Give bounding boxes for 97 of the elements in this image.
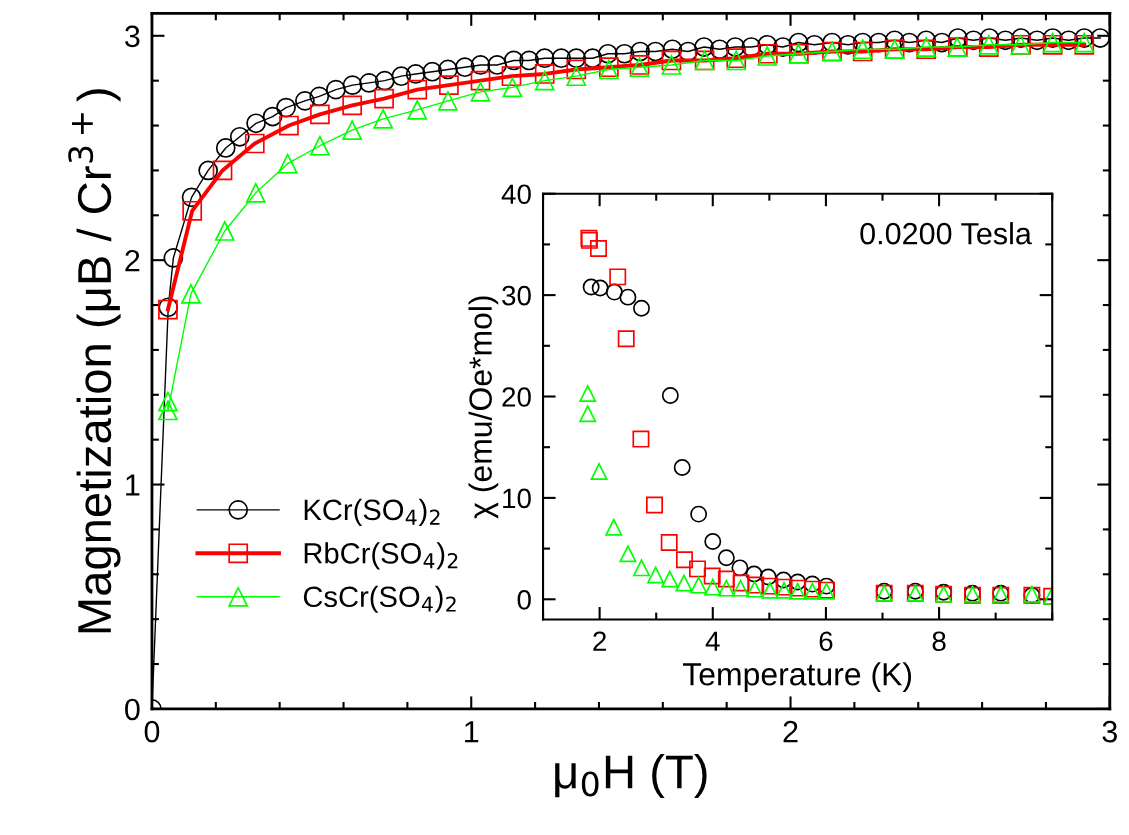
point [746,580,764,598]
point [745,565,763,583]
point [619,545,637,563]
point [534,70,555,91]
point [761,577,779,595]
point [438,91,458,111]
point [590,463,608,481]
point [566,59,587,80]
point [158,400,178,421]
point [310,135,330,156]
point [732,574,750,592]
point [373,108,393,129]
point [619,288,637,306]
point [661,55,682,75]
point [244,133,265,154]
y-tick-label: 40 [501,184,531,205]
point [158,391,178,412]
point [647,566,665,584]
legend-label: CsCr(SO$_{4}$)$_{2}$ [303,585,456,613]
point [590,239,607,257]
x-axis-title: μ$_{0}$H (T) [555,754,707,799]
point [182,200,203,221]
point [717,549,735,567]
point [605,283,623,301]
point [582,278,600,296]
point [501,66,522,87]
y-tick-label: 20 [502,387,531,407]
point [470,70,491,91]
point [470,82,491,102]
x-tick-label: 3 [1102,720,1117,743]
point [759,568,777,586]
y-axis-title: χ (emu/Oe*mol) [468,296,499,519]
x-tick-label: 6 [819,631,833,652]
point [212,160,233,181]
point [342,95,363,116]
point [407,79,428,100]
y-tick-label: 30 [502,285,531,306]
x-tick-label: 2 [593,631,606,651]
point [690,576,708,594]
x-tick-label: 8 [932,631,946,652]
y-tick-label: 0 [517,589,531,610]
point [661,570,679,588]
point [646,496,663,514]
point [661,50,682,71]
x-axis-title: Temperature (K) [682,662,912,692]
point [633,299,650,317]
point [374,88,394,109]
point [214,221,235,241]
x-tick-label: 4 [705,631,720,651]
y-tick-label: 3 [125,25,140,48]
point [579,384,597,402]
y-tick-label: 0 [125,698,140,721]
point [277,153,298,174]
point [566,66,587,87]
x-tick-label: 2 [783,720,798,743]
point [605,518,623,536]
point [181,283,201,304]
point [609,268,627,286]
annotation: 0.0200 Tesla [860,222,1032,245]
point [704,578,722,596]
point [775,571,792,589]
point [703,567,721,585]
point [310,104,330,125]
x-tick-label: 0 [144,720,160,743]
y-tick-label: 2 [125,249,140,272]
point [676,551,693,569]
point [673,459,691,476]
point [632,430,650,448]
point [660,534,678,551]
point [689,560,706,578]
legend-label: KCr(SO$_{4}$)$_{2}$ [304,498,440,526]
point [731,559,749,577]
point [661,387,679,404]
point [747,576,765,594]
point [717,570,735,588]
y-tick-label: 10 [503,488,531,509]
point [407,99,428,120]
point [502,77,523,98]
point [617,330,635,348]
point [591,279,609,297]
point [534,64,555,84]
point [245,182,266,203]
x-tick-label: 1 [465,721,479,743]
point [579,405,597,423]
point [439,75,459,96]
y-tick-label: 1 [126,474,140,496]
point [675,574,693,592]
point [761,581,779,599]
point [633,559,650,577]
point [279,115,299,136]
point [342,120,363,140]
point [704,533,722,550]
point [732,579,749,597]
y-axis-title: Magnetization (μB / Cr$^{3+}$) [68,89,121,633]
legend-label: RbCr(SO$_{4}$)$_{2}$ [304,542,458,570]
point [717,579,735,597]
point [690,505,708,523]
